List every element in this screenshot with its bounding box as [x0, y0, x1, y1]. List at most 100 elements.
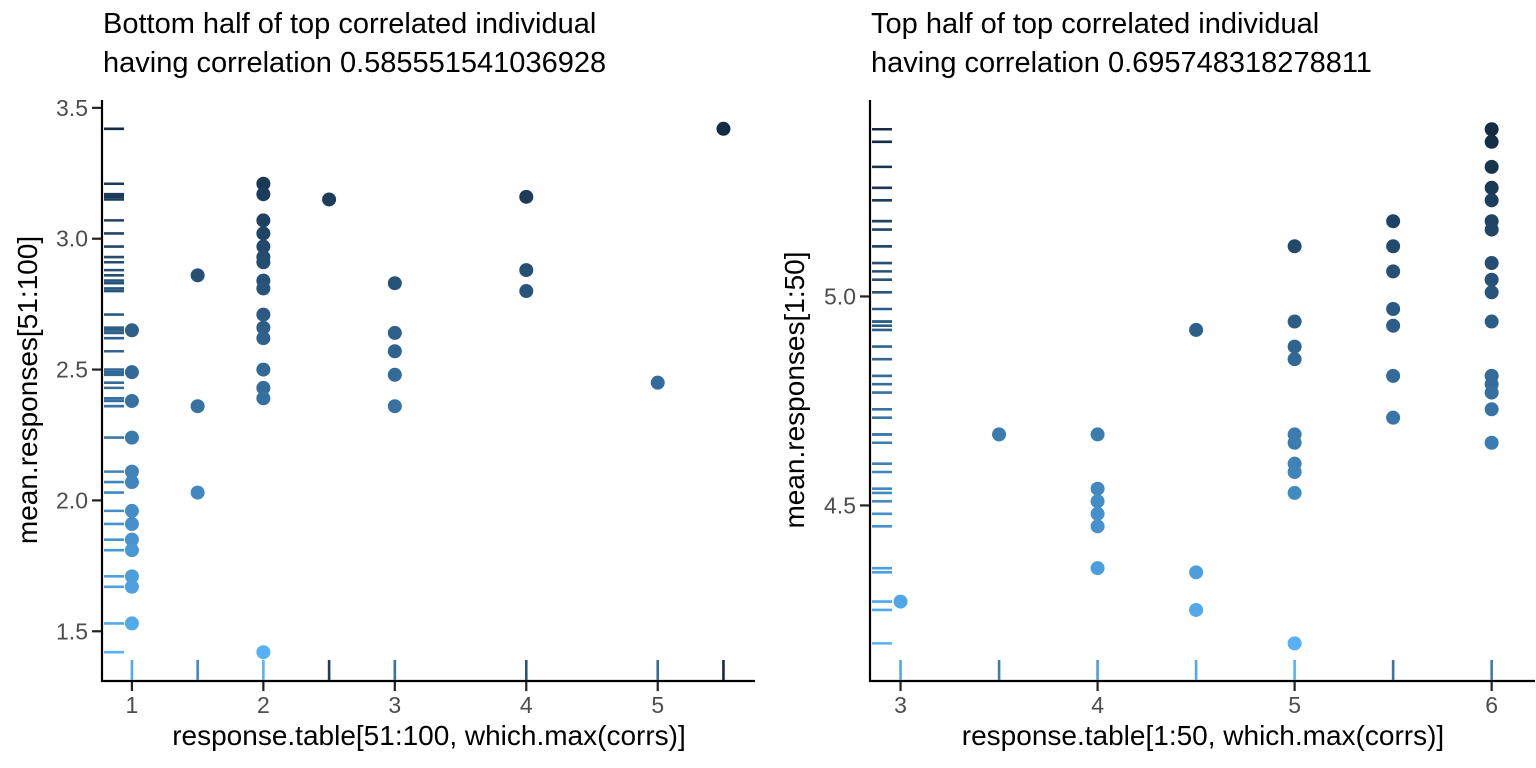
data-point	[124, 616, 139, 631]
data-point	[1287, 339, 1302, 354]
data-point	[387, 344, 402, 359]
data-point	[124, 532, 139, 547]
data-point	[256, 380, 271, 395]
data-point	[1090, 506, 1105, 521]
panel-right-x-axis-title: response.table[1:50, which.max(corrs)]	[961, 720, 1445, 751]
data-point	[256, 281, 271, 296]
x-tick-label: 5	[651, 692, 664, 718]
data-point	[519, 263, 534, 278]
data-point	[1484, 272, 1499, 287]
data-point	[322, 192, 337, 207]
data-point	[1484, 159, 1499, 174]
data-point	[1189, 565, 1204, 580]
data-point	[124, 323, 139, 338]
data-point	[1287, 485, 1302, 500]
x-tick-label: 3	[388, 692, 401, 718]
x-tick-label: 4	[520, 692, 533, 718]
data-point	[1189, 602, 1204, 617]
data-point	[1484, 385, 1499, 400]
data-point	[256, 226, 271, 241]
data-point	[1090, 519, 1105, 534]
data-point	[124, 393, 139, 408]
x-tick-label: 3	[894, 692, 907, 718]
data-point	[124, 579, 139, 594]
data-point	[1484, 402, 1499, 417]
data-point	[1386, 264, 1401, 279]
data-point	[1484, 222, 1499, 237]
data-point	[256, 176, 271, 191]
data-point	[1090, 561, 1105, 576]
data-point	[1386, 318, 1401, 333]
data-point	[1090, 427, 1105, 442]
panel-left-x-axis-title: response.table[51:100, which.max(corrs)]	[172, 720, 686, 751]
data-point	[1484, 435, 1499, 450]
y-tick-label: 3.0	[56, 226, 88, 252]
data-point	[256, 307, 271, 322]
data-point	[1386, 214, 1401, 229]
data-point	[1287, 465, 1302, 480]
data-point	[190, 268, 205, 283]
data-point	[1484, 256, 1499, 271]
data-point	[1484, 180, 1499, 195]
data-point	[387, 325, 402, 340]
data-point	[1484, 134, 1499, 149]
data-point	[1484, 122, 1499, 137]
data-point	[124, 569, 139, 584]
data-point	[256, 331, 271, 346]
x-tick-label: 5	[1288, 692, 1301, 718]
data-point	[256, 255, 271, 270]
data-point	[124, 543, 139, 558]
y-tick-label: 3.5	[56, 95, 88, 121]
data-point	[190, 399, 205, 414]
data-point	[124, 464, 139, 479]
data-point	[256, 391, 271, 406]
data-point	[1386, 410, 1401, 425]
y-tick-label: 1.5	[56, 618, 88, 644]
y-tick-label: 2.5	[56, 357, 88, 383]
data-point	[1484, 314, 1499, 329]
data-point	[190, 485, 205, 500]
data-point	[1287, 352, 1302, 367]
data-point	[256, 645, 271, 660]
data-point	[992, 427, 1007, 442]
data-point	[387, 276, 402, 291]
panel-right-y-axis-title: mean.responses[1:50]	[779, 251, 810, 529]
panel-left-title-line1: Bottom half of top correlated individual	[103, 8, 597, 40]
y-tick-label: 4.5	[824, 492, 856, 518]
panel-right-title-line2: having correlation 0.695748318278811	[871, 47, 1372, 79]
data-point	[256, 320, 271, 335]
data-point	[1386, 368, 1401, 383]
data-point	[1287, 314, 1302, 329]
data-point	[387, 399, 402, 414]
x-tick-label: 1	[126, 692, 139, 718]
data-point	[1484, 285, 1499, 300]
y-tick-label: 2.0	[56, 487, 88, 513]
data-point	[1287, 435, 1302, 450]
data-point	[256, 213, 271, 228]
data-point	[256, 239, 271, 254]
data-point	[256, 187, 271, 202]
data-point	[1386, 239, 1401, 254]
data-point	[519, 284, 534, 299]
data-point	[1189, 322, 1204, 337]
data-point	[1287, 239, 1302, 254]
data-point	[124, 516, 139, 531]
x-tick-label: 2	[257, 692, 270, 718]
data-point	[1287, 636, 1302, 651]
data-point	[387, 367, 402, 382]
panel-left-title-line2: having correlation 0.585551541036928	[103, 47, 607, 79]
panel-left-y-axis-title: mean.responses[51:100]	[12, 235, 43, 545]
data-point	[519, 189, 534, 204]
data-point	[893, 594, 908, 609]
x-tick-label: 6	[1485, 692, 1498, 718]
panel-right-title-line1: Top half of top correlated individual	[871, 8, 1320, 40]
y-tick-label: 5.0	[824, 283, 856, 309]
data-point	[124, 475, 139, 490]
data-point	[124, 365, 139, 380]
data-point	[650, 375, 665, 390]
data-point	[124, 503, 139, 518]
data-point	[124, 430, 139, 445]
data-point	[716, 121, 731, 136]
